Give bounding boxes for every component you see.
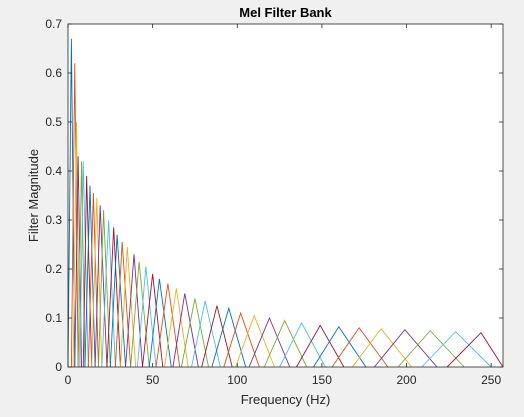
mel-filter-line-21	[142, 273, 164, 368]
mel-filter-line-3	[72, 121, 81, 368]
x-axis-ticks: 0 50 100 150 200 250	[65, 24, 501, 387]
mel-filter-line-42	[446, 331, 504, 368]
mel-filter-line-16	[114, 242, 132, 368]
mel-filter-line-24	[164, 288, 189, 368]
mel-filter-line-35	[296, 324, 345, 368]
mel-filter-line-20	[136, 266, 157, 368]
y-tick-label: 0.2	[45, 262, 62, 276]
mel-filter-line-31	[235, 314, 275, 368]
mel-filter-line-5	[77, 161, 86, 368]
x-tick-label: 250	[481, 373, 501, 387]
mel-filter-line-1	[67, 38, 76, 368]
y-tick-label: 0.1	[45, 311, 62, 325]
x-tick-label: 50	[146, 373, 160, 387]
mel-filter-line-18	[125, 254, 143, 368]
mel-filter-line-40	[397, 330, 465, 368]
x-tick-label: 0	[65, 373, 72, 387]
mel-filter-line-34	[279, 321, 326, 368]
mel-filter-line-12	[98, 210, 111, 368]
y-axis-ticks: 0 0.1 0.2 0.3 0.4 0.5 0.6 0.7	[45, 17, 503, 374]
y-axis-label: Filter Magnitude	[26, 149, 41, 242]
mel-filter-line-4	[74, 156, 82, 368]
mel-filter-line-36	[313, 325, 367, 368]
mel-filter-line-30	[223, 311, 260, 368]
mel-filter-line-17	[120, 246, 137, 368]
y-tick-label: 0.4	[45, 164, 62, 178]
mel-filter-line-28	[201, 305, 233, 368]
mel-filter-line-27	[191, 300, 221, 368]
filter-series-group	[67, 38, 504, 368]
y-tick-label: 0.7	[45, 17, 62, 31]
y-tick-label: 0	[55, 360, 62, 374]
x-tick-label: 100	[227, 373, 247, 387]
y-tick-label: 0.3	[45, 213, 62, 227]
mel-filter-line-23	[155, 283, 181, 368]
mel-filter-line-2	[70, 63, 79, 368]
mel-filter-line-39	[374, 329, 438, 368]
mel-filter-line-22	[148, 278, 172, 368]
chart-title: Mel Filter Bank	[239, 5, 332, 20]
mel-filter-line-37	[331, 327, 389, 368]
mel-filter-line-26	[180, 298, 209, 368]
mel-filter-line-41	[421, 331, 492, 368]
mel-filter-line-38	[351, 328, 412, 368]
plot-area	[68, 24, 503, 367]
plot-frame	[67, 23, 504, 368]
x-axis-label: Frequency (Hz)	[241, 392, 331, 407]
y-tick-label: 0.5	[45, 115, 62, 129]
mel-filter-line-29	[211, 306, 247, 368]
mel-filter-line-33	[263, 319, 308, 368]
mel-filter-line-32	[248, 316, 291, 368]
y-tick-label: 0.6	[45, 66, 62, 80]
x-tick-label: 150	[312, 373, 332, 387]
mel-filter-line-25	[172, 293, 199, 368]
x-tick-label: 200	[397, 373, 417, 387]
